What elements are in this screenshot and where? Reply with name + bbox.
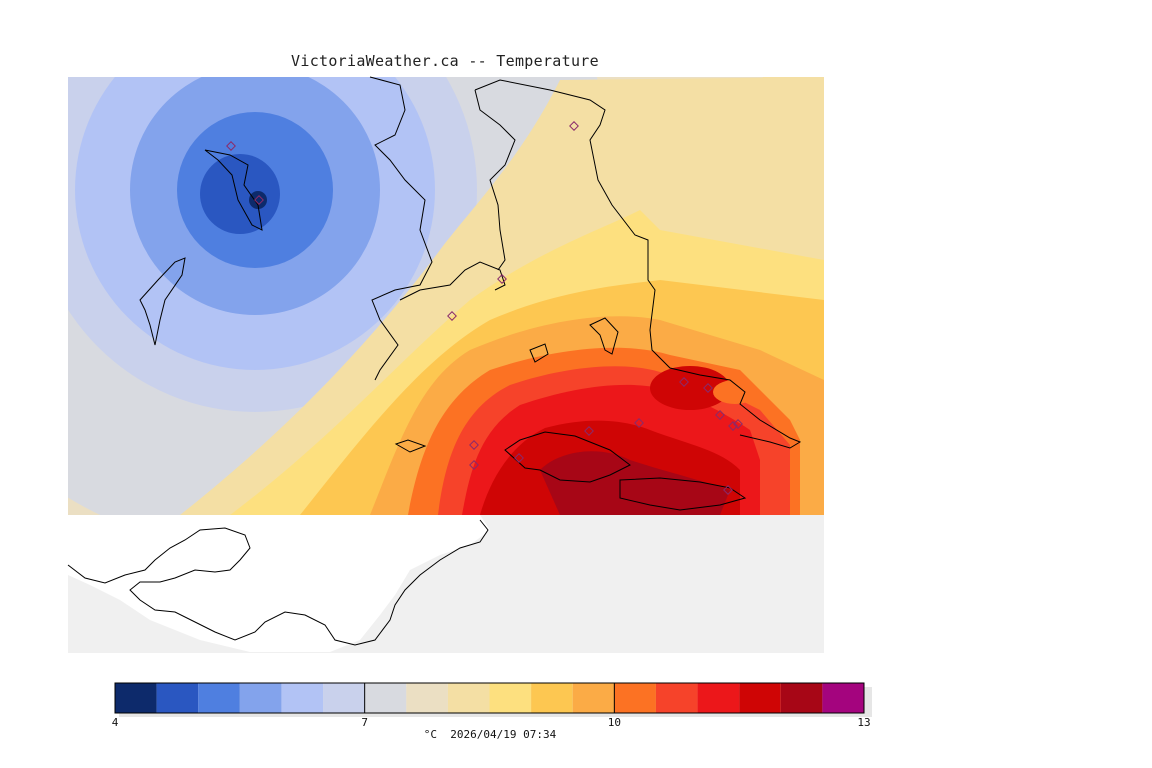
legend-tick-label: 7 — [361, 716, 368, 729]
map-title: VictoriaWeather.ca -- Temperature — [291, 52, 599, 70]
legend-swatch — [531, 683, 573, 713]
legend-swatch — [364, 683, 407, 713]
temperature-field — [68, 77, 824, 515]
legend-swatch — [489, 683, 532, 713]
station-marker[interactable] — [569, 121, 579, 131]
station-marker[interactable] — [679, 377, 689, 387]
legend-swatch — [739, 683, 781, 713]
coastlines — [67, 76, 802, 646]
station-marker[interactable] — [497, 274, 507, 284]
legend-swatch — [655, 683, 698, 713]
legend-swatch — [406, 683, 448, 713]
station-marker[interactable] — [723, 485, 733, 495]
legend-swatch — [697, 683, 740, 713]
legend-tick-label: 10 — [607, 716, 621, 729]
station-marker[interactable] — [733, 419, 743, 429]
station-marker[interactable] — [226, 141, 236, 151]
legend-tick-label: 13 — [857, 716, 871, 729]
legend-color-bar — [114, 682, 872, 717]
legend-unit: °C — [423, 728, 438, 741]
station-markers — [226, 121, 743, 495]
legend-swatch — [572, 683, 615, 713]
station-marker[interactable] — [514, 453, 524, 463]
legend-swatch — [115, 683, 157, 713]
station-marker[interactable] — [715, 410, 725, 420]
legend-caption: °C 2026/04/19 07:34 — [0, 728, 980, 741]
legend-swatch — [323, 683, 365, 713]
legend-swatch — [156, 683, 199, 713]
station-marker[interactable] — [634, 418, 644, 428]
legend-swatch — [780, 683, 823, 713]
legend-swatch — [614, 683, 656, 713]
station-marker[interactable] — [469, 440, 479, 450]
legend-swatch — [281, 683, 324, 713]
legend-swatch — [198, 683, 240, 713]
station-marker[interactable] — [703, 383, 713, 393]
station-marker[interactable] — [469, 460, 479, 470]
station-marker[interactable] — [584, 426, 594, 436]
station-marker[interactable] — [728, 421, 738, 431]
legend-swatch — [822, 683, 864, 713]
station-marker[interactable] — [447, 311, 457, 321]
station-marker[interactable] — [254, 195, 264, 205]
legend-timestamp: 2026/04/19 07:34 — [450, 728, 557, 741]
legend-tick-label: 4 — [111, 716, 119, 729]
legend-swatch — [447, 683, 490, 713]
legend-swatch — [239, 683, 282, 713]
southwest-land — [68, 515, 490, 652]
